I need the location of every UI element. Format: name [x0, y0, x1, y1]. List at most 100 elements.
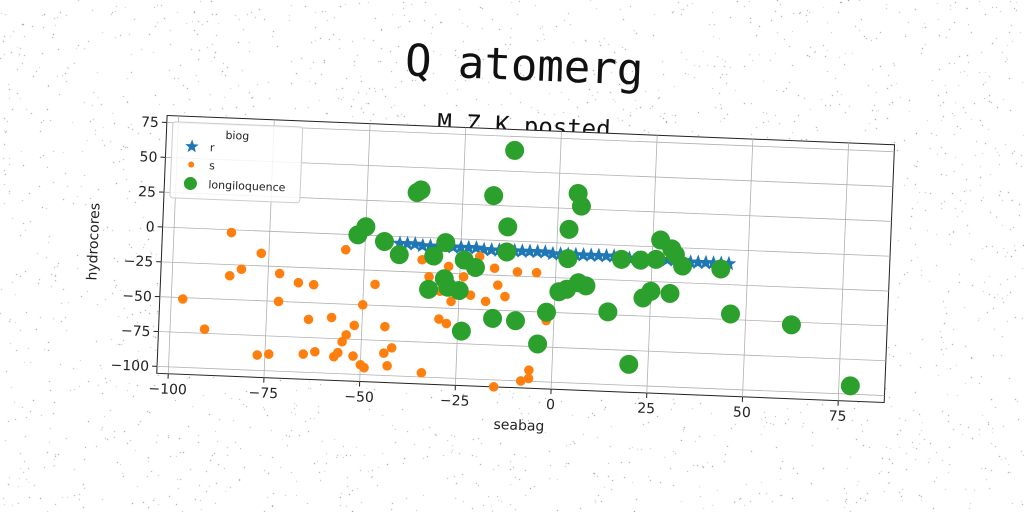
data-point-circle: [483, 308, 503, 328]
data-point-circle: [298, 349, 309, 359]
legend-label: longiloquence: [208, 178, 286, 194]
data-point-circle: [329, 351, 339, 362]
data-point-circle: [576, 276, 596, 296]
plot-area: −100 −75 −50 −25 0 25 50 75 −100 −75 −50 −25 0 25 50 75…: [84, 114, 896, 435]
data-point-star: [514, 243, 530, 258]
data-point-circle: [528, 334, 548, 354]
data-point-star: [583, 247, 599, 263]
data-point-circle: [308, 279, 319, 290]
data-point-circle: [558, 249, 578, 269]
data-point-star: [545, 245, 561, 261]
data-point-circle: [374, 231, 394, 251]
y-grid-line: [162, 226, 891, 257]
data-point-star: [591, 247, 607, 263]
data-point-circle: [611, 249, 631, 269]
legend-label: s: [209, 159, 216, 172]
data-point-star: [698, 254, 714, 270]
data-point-circle: [559, 219, 579, 239]
data-point-circle: [424, 271, 434, 282]
data-point-circle: [357, 300, 368, 310]
x-grid-line: [359, 123, 371, 382]
data-point-star: [690, 254, 706, 270]
series-s: [177, 227, 551, 392]
legend-marker-circle: [183, 177, 197, 191]
data-point-circle: [199, 324, 210, 334]
data-point-circle: [571, 196, 591, 216]
data-point-circle: [348, 225, 368, 245]
data-point-circle: [458, 271, 469, 282]
data-point-circle: [424, 246, 444, 266]
data-point-circle: [236, 264, 247, 275]
data-point-circle: [484, 186, 504, 206]
axes-frame: [156, 115, 896, 404]
data-point-circle: [419, 279, 439, 299]
data-point-star: [453, 239, 469, 255]
data-point-circle: [326, 312, 337, 323]
data-point-circle: [349, 320, 360, 331]
data-point-circle: [274, 268, 285, 279]
data-point-circle: [505, 140, 525, 160]
x-grid-line: [837, 142, 849, 401]
data-point-circle: [386, 343, 397, 353]
data-point-circle: [465, 257, 485, 277]
x-grid-line: [550, 131, 562, 390]
data-point-star: [422, 238, 438, 253]
x-tick-label: −25: [440, 393, 470, 410]
data-point-circle: [537, 302, 557, 322]
x-axis-label: seabag: [493, 417, 544, 435]
data-point-circle: [273, 296, 284, 307]
data-point-circle: [224, 270, 235, 281]
data-point-circle: [497, 242, 517, 262]
data-point-circle: [293, 277, 304, 288]
data-point-circle: [673, 256, 693, 276]
x-tick-label: 0: [546, 397, 556, 413]
legend-title: biog: [225, 129, 249, 143]
data-point-circle: [489, 263, 500, 274]
data-point-circle: [382, 361, 392, 371]
data-point-star: [407, 236, 423, 251]
data-point-circle: [446, 296, 456, 307]
x-tick-label: 25: [637, 401, 655, 418]
data-point-circle: [226, 227, 237, 238]
y-tick-label: −75: [121, 323, 151, 340]
data-point-circle: [711, 259, 731, 279]
data-point-circle: [252, 350, 262, 360]
data-point-circle: [451, 321, 471, 341]
data-point-circle: [359, 362, 369, 373]
y-grid-line: [161, 261, 889, 292]
data-point-circle: [500, 291, 510, 302]
data-point-star: [537, 244, 553, 259]
data-point-circle: [443, 261, 454, 272]
data-point-circle: [721, 304, 741, 324]
data-point-star: [415, 237, 431, 253]
data-point-star: [598, 247, 615, 263]
data-point-star: [575, 247, 592, 262]
legend: biog rs longiloquence: [169, 121, 304, 204]
data-point-circle: [505, 311, 525, 331]
data-point-circle: [498, 217, 518, 237]
data-point-circle: [524, 365, 534, 375]
data-point-circle: [660, 283, 680, 303]
data-point-circle: [337, 336, 347, 347]
x-tick-label: 75: [828, 408, 846, 425]
series-longiloquence: [348, 140, 860, 396]
data-point-circle: [840, 376, 860, 396]
data-point-circle: [531, 267, 542, 278]
data-point-circle: [263, 349, 274, 359]
data-point-circle: [631, 250, 651, 270]
data-point-circle: [480, 296, 491, 307]
legend-label: r: [210, 141, 216, 154]
legend-items: rs longiloquence: [183, 139, 286, 194]
data-point-circle: [434, 314, 444, 324]
data-point-star: [483, 241, 500, 257]
data-point-circle: [389, 245, 409, 265]
y-tick-label: 50: [139, 149, 157, 166]
data-point-circle: [619, 354, 639, 374]
data-point-circle: [523, 373, 534, 384]
y-tick-label: 25: [138, 184, 156, 201]
data-point-circle: [348, 351, 358, 361]
data-point-circle: [598, 302, 618, 322]
x-tick-label: −50: [344, 389, 374, 406]
data-point-circle: [512, 267, 523, 277]
